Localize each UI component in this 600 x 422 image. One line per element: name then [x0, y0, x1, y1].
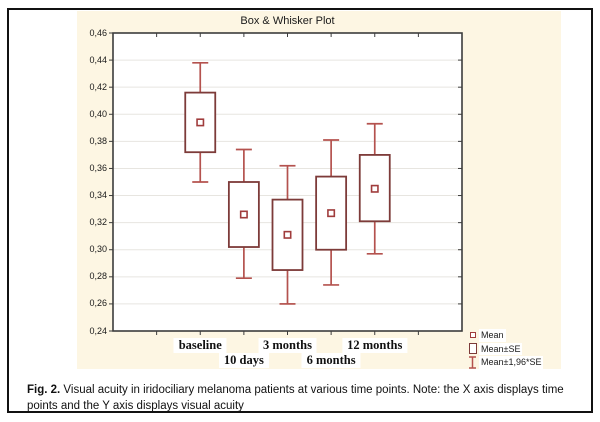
se-box-icon	[466, 343, 479, 355]
legend-item-se-box: Mean±SE	[466, 342, 543, 355]
figure-caption: Fig. 2. Visual acuity in iridociliary me…	[27, 383, 579, 414]
mean-marker	[327, 209, 336, 218]
mean-marker	[370, 184, 379, 193]
legend-item-ci-whisker: Mean±1,96*SE	[466, 356, 544, 369]
legend-label: Mean±SE	[479, 342, 523, 355]
mean-marker-icon	[466, 332, 479, 339]
ci-whisker-icon	[466, 356, 479, 369]
box-plot-baseline	[184, 61, 217, 183]
mean-marker	[239, 210, 248, 219]
box-plot-3-months	[271, 164, 304, 305]
plot-frame	[112, 32, 463, 332]
caption-figure-number: Fig. 2.	[27, 384, 61, 396]
box-plot-10-days	[227, 148, 260, 280]
mean-marker	[283, 230, 292, 239]
chart-legend: Mean Mean±SE Mean±1,96*SE	[466, 329, 544, 370]
caption-text: Visual acuity in iridociliary melanoma p…	[27, 384, 564, 412]
legend-label: Mean±1,96*SE	[479, 356, 544, 369]
box-plot-6-months	[315, 139, 348, 286]
legend-item-mean: Mean	[466, 329, 543, 342]
chart-title: Box & Whisker Plot	[240, 15, 335, 27]
legend-label: Mean	[479, 329, 506, 342]
box-plot-12-months	[358, 122, 391, 255]
mean-marker	[196, 118, 205, 127]
